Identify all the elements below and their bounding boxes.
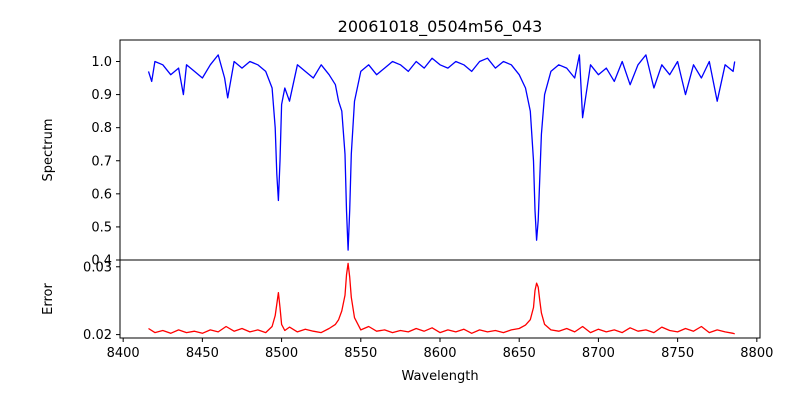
- x-tick-label: 8400: [107, 346, 140, 361]
- error-y-ticks: 0.02 0.03: [83, 260, 120, 343]
- x-tick-label: 8700: [582, 346, 615, 361]
- spectrum-y-axis-label: Spectrum: [41, 119, 56, 182]
- chart-title: 20061018_0504m56_043: [338, 17, 543, 37]
- x-tick-label: 8600: [423, 346, 456, 361]
- x-tick-label: 8550: [344, 346, 377, 361]
- error-plot-frame: [119, 259, 761, 339]
- spectrum-y-tick-label: 0.6: [91, 187, 112, 202]
- spectrum-plot-frame: [119, 39, 761, 261]
- spectrum-y-tick-label: 0.7: [91, 154, 112, 169]
- x-tick-label: 8750: [661, 346, 694, 361]
- x-tick-label: 8650: [503, 346, 536, 361]
- spectrum-panel: 0.4 0.5 0.6 0.7 0.8 0.9 1.0 Spectrum: [41, 39, 761, 269]
- error-panel: 0.02 0.03 Error: [41, 259, 761, 343]
- spectrum-y-tick-label: 0.9: [91, 88, 112, 103]
- spectrum-y-tick-label: 1.0: [91, 55, 112, 70]
- error-y-tick-label: 0.02: [83, 328, 112, 343]
- spectrum-y-tick-label: 0.4: [91, 254, 112, 269]
- spectrum-series-line: [147, 54, 736, 251]
- x-axis-label: Wavelength: [401, 369, 478, 384]
- spectrum-y-tick-label: 0.5: [91, 220, 112, 235]
- error-y-tick-label: 0.03: [83, 260, 112, 275]
- x-tick-label: 8800: [740, 346, 773, 361]
- spectrum-y-ticks: 0.4 0.5 0.6 0.7 0.8 0.9 1.0: [91, 55, 120, 269]
- x-tick-label: 8500: [265, 346, 298, 361]
- x-tick-label: 8450: [186, 346, 219, 361]
- error-y-axis-label: Error: [41, 283, 56, 315]
- error-series-line: [148, 262, 735, 335]
- spectrum-y-tick-label: 0.8: [91, 121, 112, 136]
- x-axis-ticks: 8400 8450 8500 8550 8600 8650 8700 8750 8800: [107, 338, 773, 361]
